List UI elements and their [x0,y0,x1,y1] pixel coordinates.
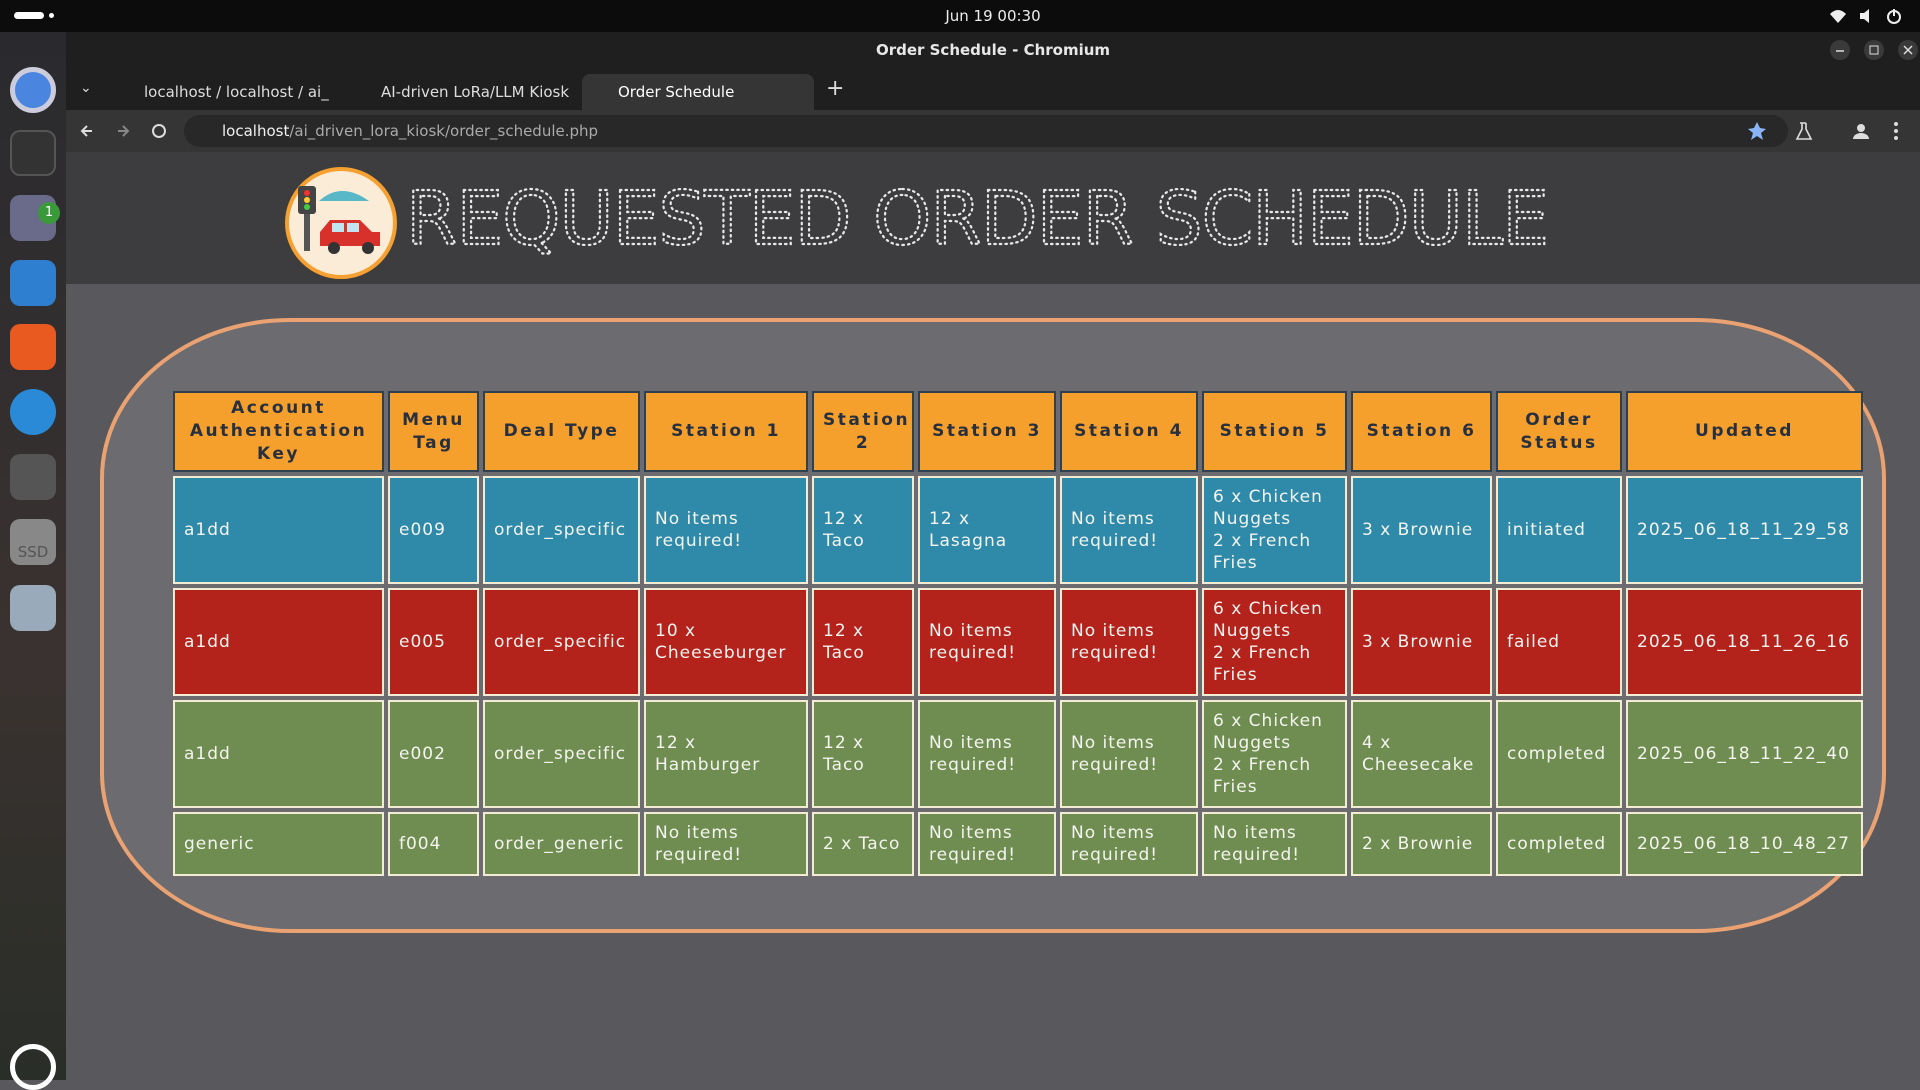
cell: 12 x Taco [812,476,914,584]
page: REQUESTED ORDER SCHEDULE Account Authent… [66,152,1920,1080]
column-header[interactable]: Station 1 [644,391,808,472]
tab-strip: ⌄ localhost / localhost / ai_ AI-driven … [66,68,1920,110]
header-row: Account Authentication Key Menu Tag Deal T… [173,391,1863,472]
cell: order_generic [483,812,640,876]
column-header[interactable]: Menu Tag [388,391,479,472]
cell: 12 x Lasagna [918,476,1056,584]
cell: 2025_06_18_11_29_58 [1626,476,1863,584]
dock: 1 SSD [0,32,66,1090]
column-header[interactable]: Station 6 [1351,391,1492,472]
cell: a1dd [173,588,384,696]
url-path: /ai_driven_lora_kiosk/order_schedule.php [289,122,599,140]
cell: 2025_06_18_10_48_27 [1626,812,1863,876]
clock[interactable]: Jun 19 00:30 [945,7,1041,25]
cell: order_specific [483,476,640,584]
order-row: generic f004 order_generic No items require… [173,812,1863,876]
cell: 6 x Chicken Nuggets 2 x French Fries [1202,476,1347,584]
drive-icon[interactable]: SSD [10,519,56,565]
tab[interactable]: Order Schedule [582,74,814,110]
order-row: a1dd e009 order_specific No items required!… [173,476,1863,584]
cell: No items required! [1060,700,1198,808]
cell: No items required! [1202,812,1347,876]
cell: 2025_06_18_11_26_16 [1626,588,1863,696]
cell: No items required! [644,476,808,584]
column-header[interactable]: Station 3 [918,391,1056,472]
window-title: Order Schedule - Chromium [875,41,1111,59]
cell: 4 x Cheesecake [1351,700,1492,808]
cell: No items required! [1060,588,1198,696]
cell: e002 [388,700,479,808]
cell: generic [173,812,384,876]
cell: No items required! [1060,812,1198,876]
cell: No items required! [1060,476,1198,584]
column-header[interactable]: Deal Type [483,391,640,472]
cell: 2025_06_18_11_22_40 [1626,700,1863,808]
title-wrap: REQUESTED ORDER SCHEDULE [406,182,1564,262]
cell: e009 [388,476,479,584]
cell: 3 x Brownie [1351,588,1492,696]
cell: No items required! [918,588,1056,696]
cell: a1dd [173,700,384,808]
apps-icon[interactable] [10,1044,56,1090]
cell: 12 x Taco [812,588,914,696]
cell: e005 [388,588,479,696]
window-controls[interactable] [1828,38,1918,62]
software-icon[interactable] [10,324,56,370]
order-row: a1dd e002 order_specific 12 x Hamburger 12 x… [173,700,1863,808]
cell: 2 x Taco [812,812,914,876]
cell: order_specific [483,700,640,808]
column-header[interactable]: Station 2 [812,391,914,472]
order-table: Account Authentication Key Menu Tag Deal T… [169,387,1867,880]
cell: completed [1496,812,1622,876]
title-bar: Order Schedule - Chromium [66,32,1920,68]
editor-icon[interactable] [10,260,56,306]
logo [285,167,397,279]
column-header[interactable]: Order Status [1496,391,1622,472]
url-host: localhost [222,122,290,140]
omnibox[interactable]: localhost/ai_driven_lora_kiosk/order_sch… [184,115,1788,147]
cell: No items required! [644,812,808,876]
terminal-icon[interactable] [10,130,56,176]
new-tab[interactable]: + [826,76,845,101]
column-header[interactable]: Station 4 [1060,391,1198,472]
chromium-icon[interactable] [10,67,56,113]
cell: order_specific [483,588,640,696]
cell: completed [1496,700,1622,808]
settings-icon[interactable] [10,454,56,500]
system-bar: Jun 19 00:30 [0,0,1920,32]
cell: No items required! [918,700,1056,808]
cell: f004 [388,812,479,876]
header: REQUESTED ORDER SCHEDULE [66,152,1920,284]
toolbar: localhost/ai_driven_lora_kiosk/order_sch… [66,110,1920,152]
cell: initiated [1496,476,1622,584]
order-row: a1dd e005 order_specific 10 x Cheeseburger 1… [173,588,1863,696]
cell: 6 x Chicken Nuggets 2 x French Fries [1202,588,1347,696]
cell: 12 x Taco [812,700,914,808]
help-icon[interactable] [10,389,56,435]
cell: 10 x Cheeseburger [644,588,808,696]
column-header[interactable]: Account Authentication Key [173,391,384,472]
badge: 1 [38,202,60,224]
activities[interactable] [14,12,44,19]
column-header[interactable]: Updated [1626,391,1863,472]
trash-icon[interactable] [10,585,56,631]
tab-menu[interactable]: ⌄ [80,80,92,96]
cell: 6 x Chicken Nuggets 2 x French Fries [1202,700,1347,808]
cell: a1dd [173,476,384,584]
cell: No items required! [918,812,1056,876]
tab[interactable]: localhost / localhost / ai_ [144,83,329,101]
cell: 2 x Brownie [1351,812,1492,876]
cell: failed [1496,588,1622,696]
cell: 3 x Brownie [1351,476,1492,584]
cell: 12 x Hamburger [644,700,808,808]
status-icons[interactable] [1828,6,1908,26]
column-header[interactable]: Station 5 [1202,391,1347,472]
tab[interactable]: AI-driven LoRa/LLM Kiosk [381,83,570,101]
toolbar-icons[interactable] [1746,120,1906,142]
nav-buttons[interactable] [78,120,168,142]
page-title: REQUESTED ORDER SCHEDULE [406,182,1564,262]
workspace-dot [49,13,54,18]
